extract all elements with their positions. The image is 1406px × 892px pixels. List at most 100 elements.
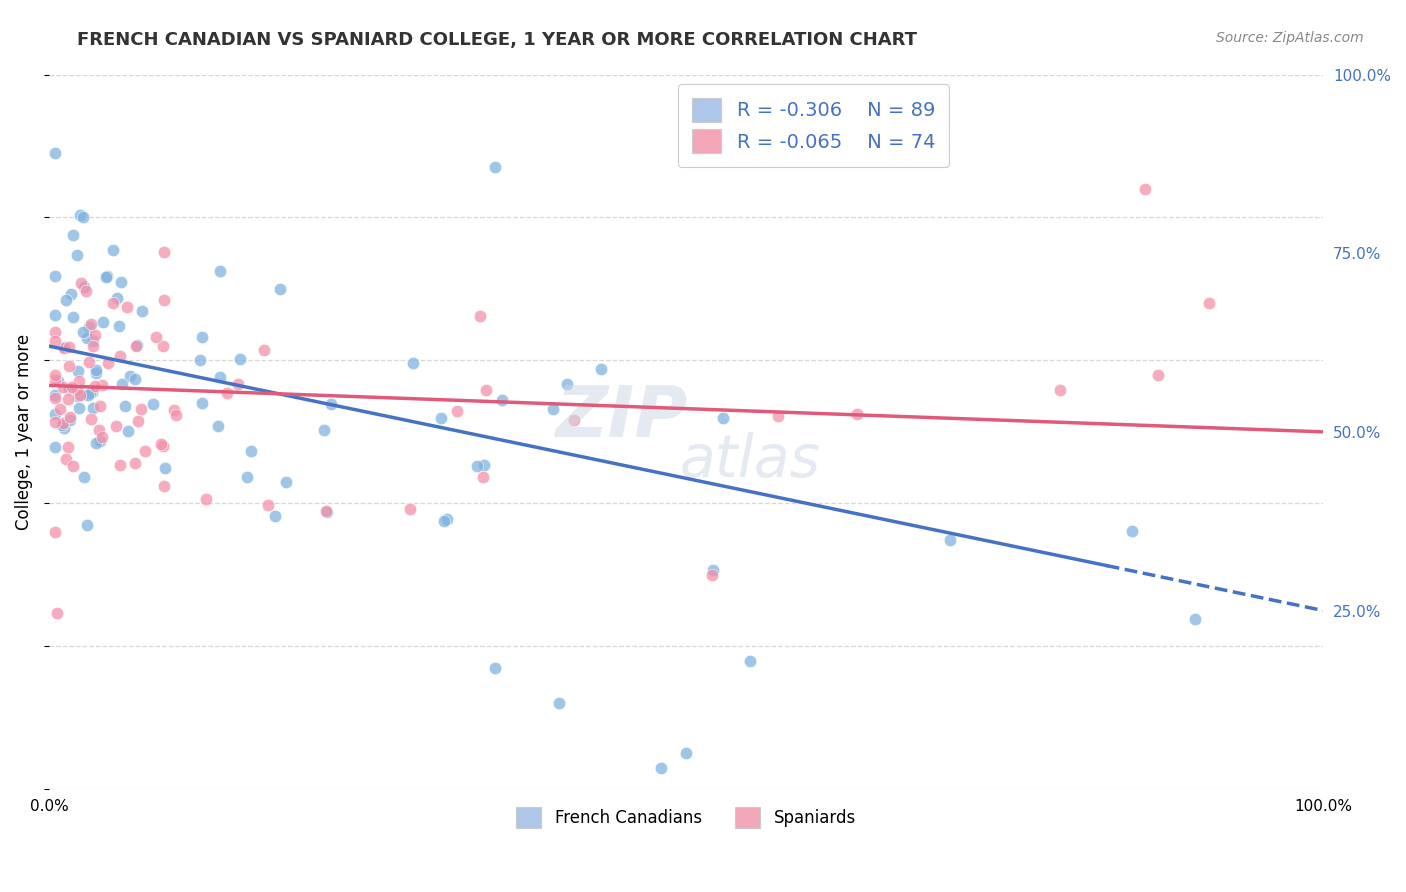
Point [142,397,165,411]
Point [89,423,111,437]
Text: atlas: atlas [679,432,820,489]
Point [82,401,104,415]
Point [44,368,66,383]
Point [131,304,153,318]
Point [101,243,124,257]
Point [53,341,76,355]
Point [446,404,468,418]
Point [207,419,229,434]
Point [44,146,66,161]
Point [675,747,697,761]
Point [118,368,141,383]
Point [163,402,186,417]
Point [124,339,146,353]
Point [44,308,66,322]
Text: ZIP: ZIP [557,383,689,452]
Point [195,491,218,506]
Point [66,383,89,397]
Point [58,359,80,374]
Point [114,399,136,413]
Point [86,363,108,377]
Point [80,384,103,399]
Point [152,339,174,353]
Point [73,470,96,484]
Point [263,509,285,524]
Point [46,606,69,620]
Point [129,402,152,417]
Point [1121,524,1143,538]
Point [53,421,76,435]
Point [1049,384,1071,398]
Point [66,248,89,262]
Point [89,434,111,448]
Point [91,378,114,392]
Point [153,293,176,308]
Point [44,334,66,348]
Point [256,499,278,513]
Point [44,391,66,405]
Point [491,393,513,408]
Point [105,292,128,306]
Point [44,373,66,387]
Point [76,331,98,345]
Point [62,459,84,474]
Point [84,328,107,343]
Point [562,413,585,427]
Point [738,654,761,668]
Point [84,366,107,380]
Point [315,504,337,518]
Point [44,269,66,284]
Point [75,284,97,298]
Point [1184,612,1206,626]
Point [77,387,100,401]
Point [48,401,70,416]
Point [240,443,263,458]
Point [134,443,156,458]
Point [1147,368,1170,382]
Point [69,276,91,290]
Point [547,697,569,711]
Point [433,514,456,528]
Point [165,408,187,422]
Point [315,505,337,519]
Point [52,340,75,354]
Point [321,397,343,411]
Point [58,413,80,427]
Point [62,310,84,324]
Point [44,440,66,454]
Point [55,452,77,467]
Point [127,338,149,352]
Point [700,567,723,582]
Point [72,325,94,339]
Point [55,293,77,307]
Point [44,415,66,429]
Point [67,374,90,388]
Point [768,409,790,423]
Point [152,439,174,453]
Point [472,458,495,472]
Point [76,518,98,533]
Point [72,210,94,224]
Text: FRENCH CANADIAN VS SPANIARD COLLEGE, 1 YEAR OR MORE CORRELATION CHART: FRENCH CANADIAN VS SPANIARD COLLEGE, 1 Y… [77,31,917,49]
Point [44,325,66,339]
Point [589,361,612,376]
Point [150,437,173,451]
Point [846,407,869,421]
Point [90,430,112,444]
Point [253,343,276,358]
Point [208,370,231,384]
Point [56,440,79,454]
Point [59,286,82,301]
Point [73,280,96,294]
Point [702,563,724,577]
Point [475,383,498,397]
Point [80,317,103,331]
Point [191,330,214,344]
Point [471,470,494,484]
Point [69,209,91,223]
Point [97,355,120,369]
Point [557,376,579,391]
Point [153,460,176,475]
Point [229,351,252,366]
Point [67,389,90,403]
